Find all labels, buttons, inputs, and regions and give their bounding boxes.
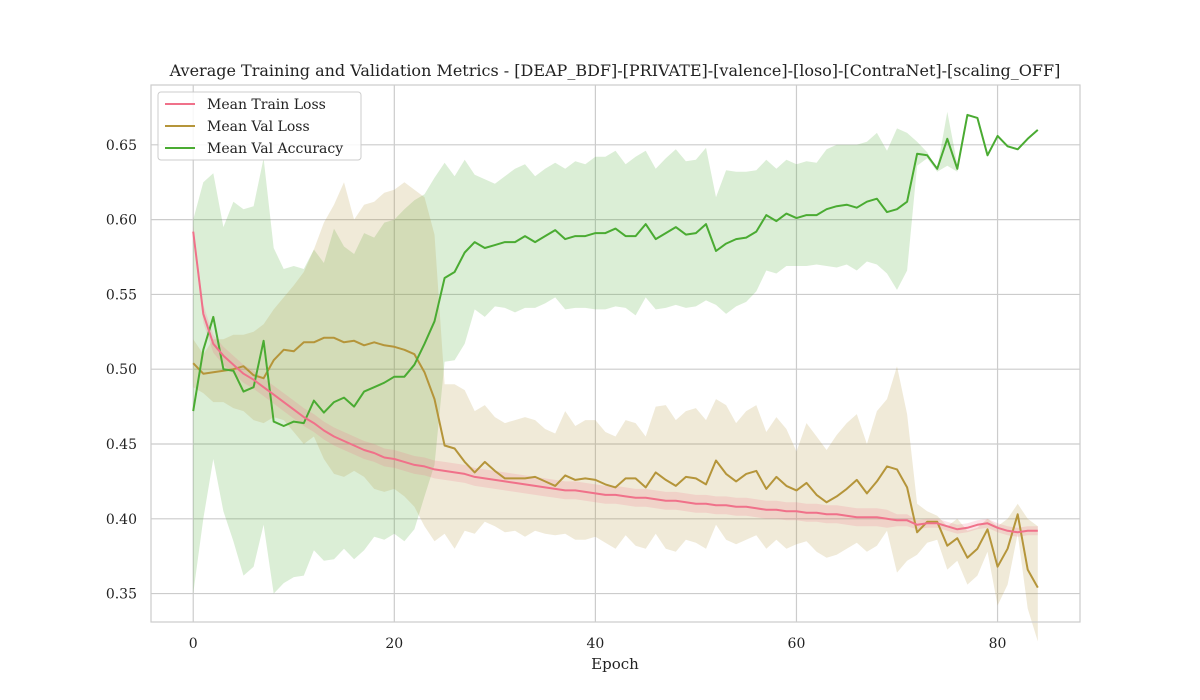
legend-label: Mean Val Loss [207, 119, 310, 135]
x-tick-label: 20 [385, 636, 403, 652]
line-mean-val-accuracy [192, 113, 1039, 427]
line-mean-val-loss [192, 336, 1039, 589]
band-mean-val-accuracy [193, 111, 1038, 594]
legend-box [157, 91, 362, 161]
confidence-bands [193, 111, 1038, 642]
x-tick-label: 0 [189, 636, 198, 652]
legend: Mean Train Loss Mean Val Loss Mean Val Acc… [157, 91, 362, 161]
legend-label: Mean Train Loss [207, 97, 326, 113]
y-tick-label: 0.50 [106, 362, 137, 378]
x-axis-label: Epoch [591, 655, 639, 673]
band-mean-val-loss [193, 182, 1038, 642]
y-tick-label: 0.65 [106, 138, 137, 154]
x-tick-label: 80 [989, 636, 1007, 652]
series-lines [192, 113, 1039, 589]
x-tick-label: 60 [788, 636, 806, 652]
grid [151, 85, 1080, 622]
y-tick-label: 0.55 [106, 287, 137, 303]
y-tick-label: 0.45 [106, 437, 137, 453]
x-tick-label: 40 [586, 636, 604, 652]
legend-label: Mean Val Accuracy [207, 141, 343, 157]
chart-title: Average Training and Validation Metrics … [169, 61, 1061, 80]
band-mean-train-loss [193, 225, 1038, 537]
y-tick-label: 0.35 [106, 587, 137, 603]
y-tick-label: 0.40 [106, 512, 137, 528]
line-mean-train-loss [192, 231, 1038, 534]
plot-frame [150, 84, 1081, 623]
tick-labels: 0 20 40 60 80 0.35 0.40 0.45 0.50 0.55 0.60 0.65 [106, 138, 1007, 652]
y-tick-label: 0.60 [106, 213, 137, 229]
